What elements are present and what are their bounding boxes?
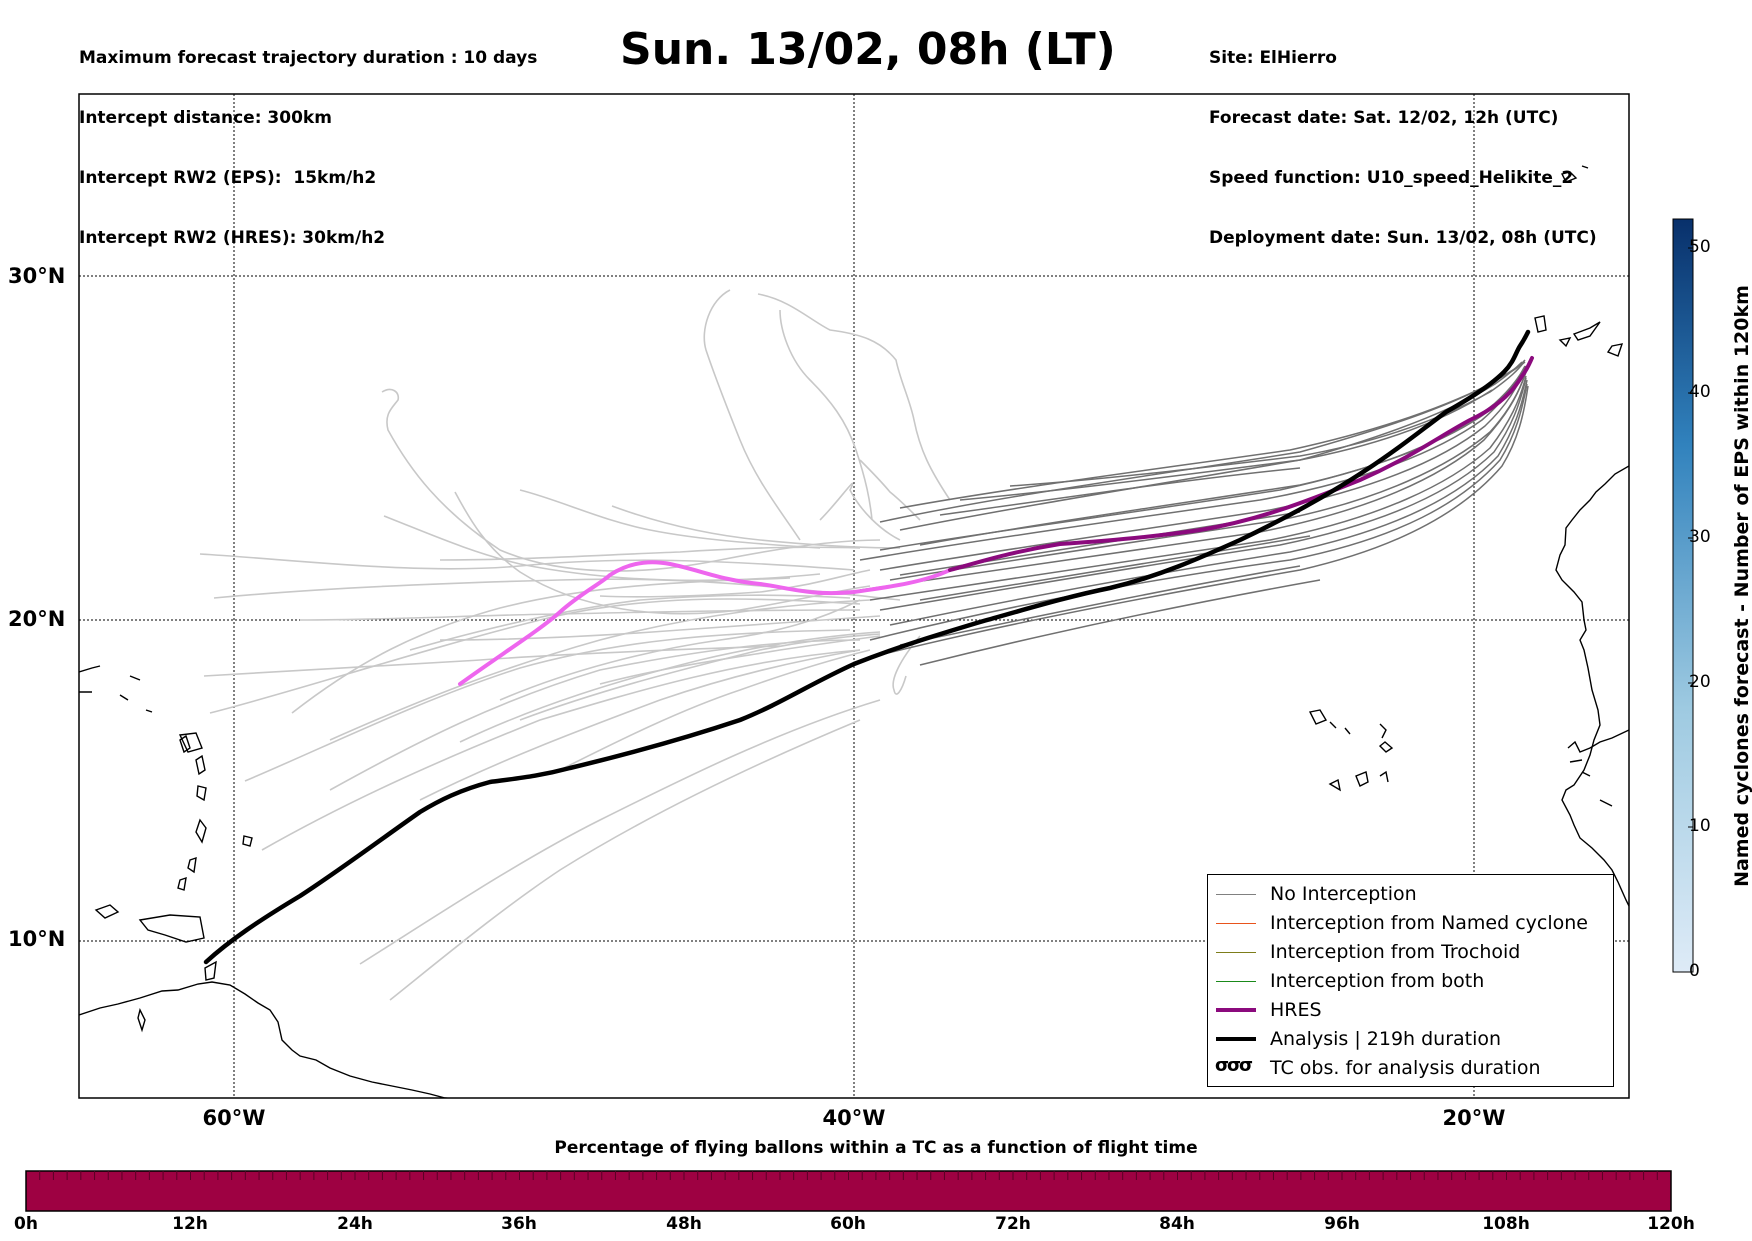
legend-item-analysis: Analysis | 219h duration: [1208, 1025, 1613, 1054]
tc-percentage-tick: 12h: [172, 1214, 208, 1234]
legend-item-named-cyclone: Interception from Named cyclone: [1208, 909, 1613, 938]
header-right-line: Deployment date: Sun. 13/02, 08h (UTC): [1209, 228, 1597, 248]
caribbean-islands-south: [94, 904, 205, 1033]
lat-label-30n: 30°N: [8, 264, 66, 288]
legend-label: HRES: [1270, 999, 1322, 1021]
map-title: Sun. 13/02, 08h (LT): [620, 24, 1116, 75]
legend-swatch: [1216, 923, 1256, 924]
header-info-right: Site: ElHierro Forecast date: Sat. 12/02…: [1209, 8, 1597, 268]
analysis-trajectory: [203, 329, 1531, 965]
coastlines: [79, 165, 1629, 1098]
header-info-left: Maximum forecast trajectory duration : 1…: [79, 8, 537, 268]
legend-swatch: [1216, 981, 1256, 982]
legend-label: Analysis | 219h duration: [1270, 1028, 1502, 1050]
lon-label-40w: 40°W: [822, 1106, 886, 1130]
tc-percentage-tick: 84h: [1159, 1214, 1195, 1234]
cyclone-symbol-icon: σσσ: [1215, 1055, 1253, 1076]
legend-swatch: [1216, 952, 1256, 953]
canary-islands: [1534, 315, 1624, 357]
eps-trajectories-no-interception: [859, 359, 1529, 666]
tc-percentage-colorbar-dividers: [39, 1171, 1658, 1180]
lesser-antilles: [177, 734, 253, 891]
legend-label: Interception from Trochoid: [1270, 941, 1521, 963]
cyclone-colorbar-ticks: [1688, 247, 1693, 828]
legend-label: No Interception: [1270, 883, 1417, 905]
west-africa-detail: [1567, 729, 1629, 807]
header-left-line: Intercept distance: 300km: [79, 108, 332, 128]
header-right-line: Site: ElHierro: [1209, 48, 1337, 68]
madeira-islands: [1560, 165, 1589, 183]
tc-percentage-tick: 108h: [1482, 1214, 1530, 1234]
tc-percentage-tick: 36h: [501, 1214, 537, 1234]
lon-label-20w: 20°W: [1442, 1106, 1506, 1130]
legend-swatch: [1216, 894, 1256, 895]
legend-swatch: [1216, 1037, 1256, 1041]
legend-label: Interception from Named cyclone: [1270, 912, 1588, 934]
cyclone-colorbar-title: Named cyclones forecast - Number of EPS …: [1731, 285, 1752, 887]
legend-swatch: [1216, 1008, 1256, 1012]
cyclone-colorbar-tick: 10: [1689, 816, 1711, 836]
virgin-islands: [79, 665, 153, 713]
legend-item-both: Interception from both: [1208, 967, 1613, 996]
tc-percentage-tick: 48h: [666, 1214, 702, 1234]
tc-percentage-tick: 24h: [337, 1214, 373, 1234]
africa-coast: [1555, 465, 1629, 907]
tc-percentage-tick: 120h: [1647, 1214, 1695, 1234]
eps-trajectories-light: [199, 289, 951, 1001]
header-left-line: Intercept RW2 (EPS): 15km/h2: [79, 168, 377, 188]
map-frame: [78, 93, 1630, 1099]
header-right-line: Speed function: U10_speed_Helikite_2: [1209, 168, 1574, 188]
map-legend: No Interception Interception from Named …: [1207, 874, 1614, 1087]
legend-item-tc-obs: σσσ TC obs. for analysis duration: [1208, 1054, 1613, 1083]
cyclone-colorbar-tick: 50: [1689, 237, 1711, 257]
cyclone-colorbar-tick: 40: [1689, 382, 1711, 402]
cyclone-colorbar-tick: 30: [1689, 527, 1711, 547]
tc-percentage-tick: 60h: [830, 1214, 866, 1234]
legend-label: TC obs. for analysis duration: [1270, 1057, 1541, 1079]
guadeloupe-coast: [178, 732, 203, 753]
south-america-coast: [79, 981, 454, 1098]
trinidad-coast: [204, 960, 217, 981]
cape-verde-islands: [1308, 709, 1394, 792]
cyclone-colorbar: [1672, 218, 1694, 973]
legend-label: Interception from both: [1270, 970, 1485, 992]
lat-label-10n: 10°N: [8, 927, 66, 951]
tc-percentage-tick: 0h: [14, 1214, 38, 1234]
cyclone-colorbar-tick: 0: [1689, 961, 1700, 981]
tc-percentage-tick: 72h: [995, 1214, 1031, 1234]
tc-percentage-colorbar-title: Percentage of flying ballons within a TC…: [554, 1138, 1198, 1158]
legend-item-hres: HRES: [1208, 996, 1613, 1025]
legend-item-trochoid: Interception from Trochoid: [1208, 938, 1613, 967]
tc-percentage-tick: 96h: [1324, 1214, 1360, 1234]
lon-label-60w: 60°W: [202, 1106, 266, 1130]
header-left-line: Maximum forecast trajectory duration : 1…: [79, 48, 538, 68]
lat-label-20n: 20°N: [8, 607, 66, 631]
hres-trajectory-early: [458, 560, 952, 686]
header-right-line: Forecast date: Sat. 12/02, 12h (UTC): [1209, 108, 1559, 128]
cyclone-colorbar-tick: 20: [1689, 672, 1711, 692]
legend-item-no-interception: No Interception: [1208, 880, 1613, 909]
header-left-line: Intercept RW2 (HRES): 30km/h2: [79, 228, 386, 248]
